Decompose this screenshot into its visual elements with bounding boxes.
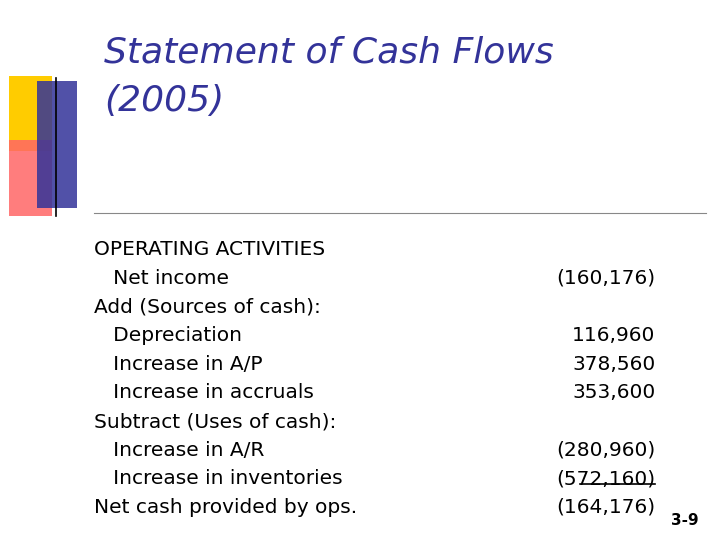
Text: 353,600: 353,600 [572,383,655,402]
Text: Add (Sources of cash):: Add (Sources of cash): [94,298,320,316]
Text: 378,560: 378,560 [572,355,655,374]
Text: (280,960): (280,960) [556,441,655,460]
Text: Increase in inventories: Increase in inventories [94,469,342,488]
Text: Increase in A/R: Increase in A/R [94,441,264,460]
Text: Depreciation: Depreciation [94,326,242,345]
Text: Subtract (Uses of cash):: Subtract (Uses of cash): [94,412,336,431]
Text: (2005): (2005) [104,84,225,118]
Text: (572,160): (572,160) [556,469,655,488]
Text: OPERATING ACTIVITIES: OPERATING ACTIVITIES [94,240,325,259]
Text: 116,960: 116,960 [572,326,655,345]
Text: Net income: Net income [94,269,229,288]
Text: 3-9: 3-9 [671,513,698,528]
Text: Statement of Cash Flows: Statement of Cash Flows [104,35,554,69]
Text: (160,176): (160,176) [556,269,655,288]
Text: Increase in accruals: Increase in accruals [94,383,313,402]
Text: (164,176): (164,176) [556,498,655,517]
Text: Increase in A/P: Increase in A/P [94,355,262,374]
Text: Net cash provided by ops.: Net cash provided by ops. [94,498,356,517]
